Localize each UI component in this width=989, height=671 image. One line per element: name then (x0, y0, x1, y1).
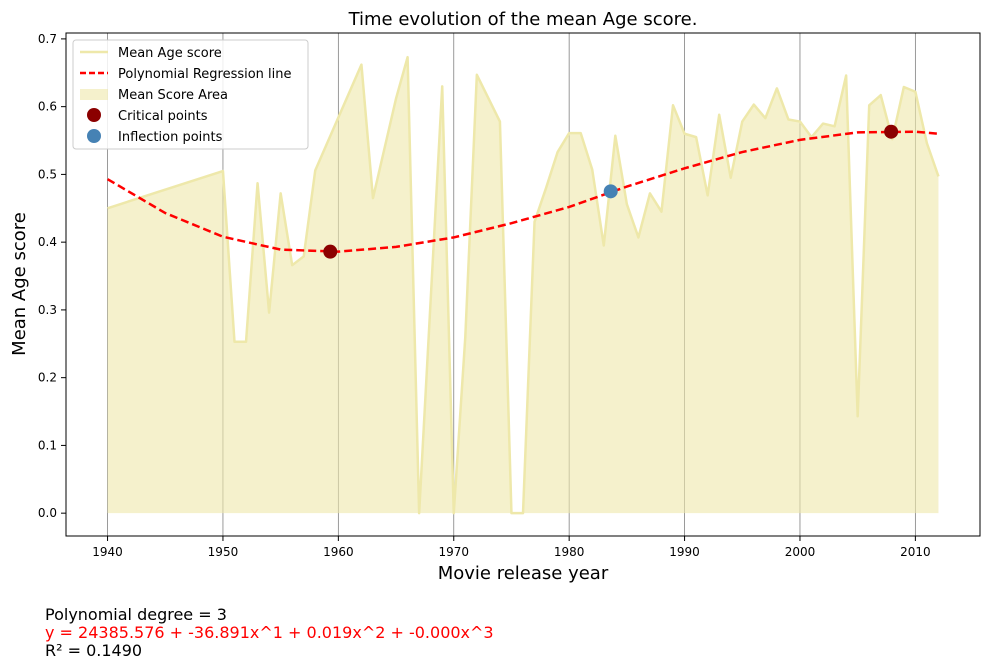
regression-line (106, 130, 939, 253)
legend-swatch-marker (87, 108, 101, 122)
legend-item: Critical points (87, 108, 208, 124)
chart-canvas: Time evolution of the mean Age score. Mo… (9, 9, 981, 584)
legend-item: Mean Score Area (80, 88, 228, 103)
r-squared-text: R² = 0.1490 (45, 641, 143, 660)
y-tick-label: 0.0 (38, 506, 57, 520)
legend-swatch-marker (87, 129, 101, 143)
legend-item: Inflection points (87, 129, 223, 145)
critical-point-1 (323, 244, 338, 259)
regression-equation-text: y = 24385.576 + -36.891x^1 + 0.019x^2 + … (45, 623, 494, 642)
y-tick-label: 0.1 (38, 438, 57, 452)
x-tick-label: 1990 (669, 545, 700, 559)
legend-label: Mean Score Area (118, 88, 228, 103)
y-axis-label: Mean Age score (9, 212, 30, 356)
x-tick-label: 1960 (323, 545, 354, 559)
legend-label: Critical points (118, 109, 208, 124)
chart-title: Time evolution of the mean Age score. (348, 9, 698, 30)
legend-box (72, 39, 309, 150)
legend-item: Mean Age score (80, 46, 222, 61)
x-tick-label: 1940 (92, 545, 123, 559)
x-tick-label: 1950 (208, 545, 239, 559)
legend: Mean Age score Polynomial Regression line… (72, 39, 309, 150)
legend-swatch-area (80, 89, 108, 100)
y-tick-label: 0.4 (38, 235, 57, 249)
legend-label: Polynomial Regression line (118, 67, 292, 82)
critical-point-2 (884, 124, 899, 139)
plot-area (106, 33, 940, 536)
legend-item: Polynomial Regression line (80, 67, 292, 82)
legend-label: Inflection points (118, 130, 223, 145)
x-tick-label: 2000 (785, 545, 816, 559)
y-tick-label: 0.3 (38, 303, 57, 317)
y-tick-label: 0.7 (38, 32, 57, 46)
x-tick-label: 1980 (554, 545, 585, 559)
inflection-point-1 (603, 184, 618, 199)
x-axis-label: Movie release year (438, 563, 609, 584)
plot-frame (65, 32, 981, 537)
polynomial-degree-text: Polynomial degree = 3 (45, 605, 227, 624)
y-tick-label: 0.2 (38, 371, 57, 385)
x-tick-label: 2010 (900, 545, 931, 559)
legend-label: Mean Age score (118, 46, 222, 61)
x-tick-label: 1970 (438, 545, 469, 559)
y-tick-label: 0.6 (38, 100, 57, 114)
y-tick-label: 0.5 (38, 167, 57, 181)
